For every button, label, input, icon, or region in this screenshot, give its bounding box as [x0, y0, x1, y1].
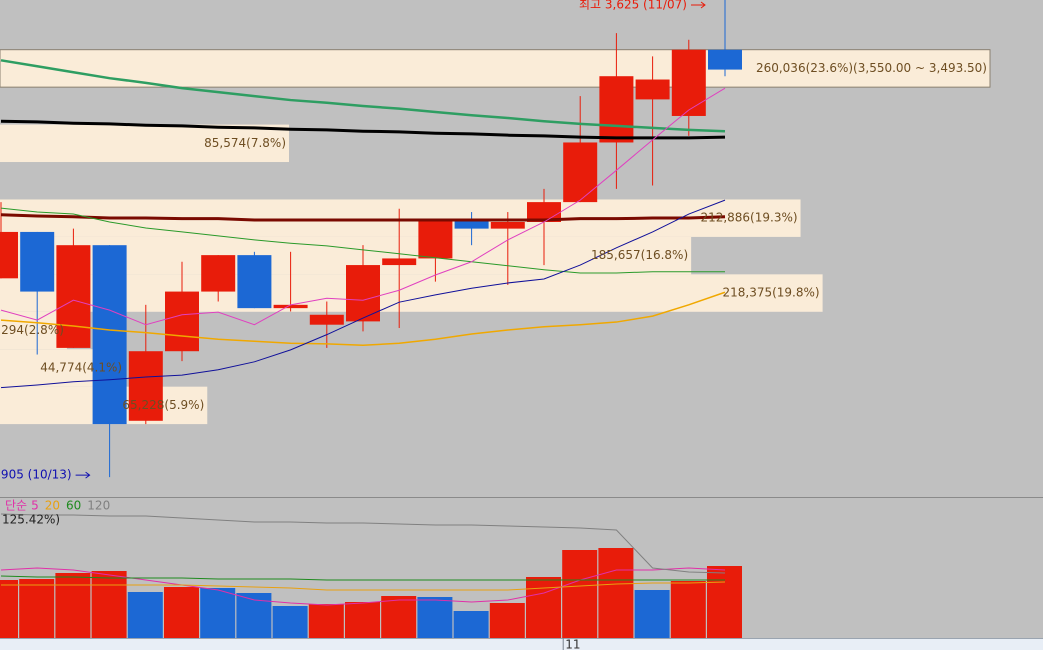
candle-body	[454, 218, 489, 229]
profile-band	[0, 311, 67, 350]
candle-body	[635, 79, 670, 100]
candles	[0, 0, 742, 478]
moving-average	[0, 207, 725, 274]
legend-entry: 20	[45, 499, 60, 513]
moving-average	[0, 199, 726, 389]
volume-bar	[598, 548, 634, 638]
candle-body	[20, 231, 55, 292]
moving-average	[0, 291, 726, 346]
volume-average	[0, 513, 726, 574]
candle-body	[201, 255, 236, 292]
candle-body	[563, 142, 598, 203]
volume-bar	[272, 606, 308, 638]
low-arrow	[75, 471, 91, 479]
volume-bar	[453, 611, 489, 638]
candle-body	[92, 245, 127, 425]
volume-bar	[634, 590, 670, 638]
legend-entry: 60	[66, 499, 81, 513]
profile-band	[0, 124, 290, 163]
candle-body	[382, 258, 417, 266]
candle-body	[56, 245, 91, 348]
volume-bar	[670, 581, 706, 638]
legend-entry: 120	[87, 499, 110, 513]
legend-entry: 5	[31, 499, 39, 513]
high-arrow	[691, 1, 706, 9]
volume-bar	[164, 587, 199, 638]
date-label: 11	[565, 638, 580, 650]
volume-pane: 단순 5 20 60 120 125.42%)	[0, 499, 742, 638]
candle-body	[490, 221, 525, 229]
volume-bar	[526, 577, 561, 638]
candle-body	[309, 314, 344, 325]
low-label: 2,905 (10/13)	[0, 468, 72, 482]
volume-bar	[707, 566, 742, 638]
profile-label: 85,574(7.8%)	[204, 136, 286, 150]
volume-bar	[381, 596, 417, 638]
volume-bar	[308, 604, 344, 638]
moving-averages	[0, 59, 726, 389]
candle-body	[165, 291, 199, 352]
candle-body	[128, 351, 163, 421]
high-label: 최고 3,625 (11/07)	[579, 0, 687, 12]
volume-average	[0, 575, 725, 581]
volume-bar	[345, 602, 380, 638]
legend-title: 단순	[5, 499, 27, 513]
profile-label: 260,036(23.6%)(3,550.00 ~ 3,493.50)	[756, 61, 987, 75]
candle-body	[671, 49, 706, 116]
candle-body	[708, 49, 742, 70]
profile-band	[0, 49, 991, 88]
ratio-label: 125.42%)	[2, 513, 60, 527]
moving-average	[0, 59, 726, 133]
volume-bar	[91, 571, 127, 638]
profile-labels: 260,036(23.6%)(3,550.00 ~ 3,493.50) 85,57…	[0, 0, 987, 482]
moving-average	[0, 213, 726, 222]
profile-label: 44,774(4.1%)	[40, 360, 122, 374]
moving-average	[0, 119, 726, 140]
profile-label: 218,375(19.8%)	[722, 286, 819, 300]
volume-bar	[19, 579, 55, 638]
profile-label: 185,657(16.8%)	[591, 248, 688, 262]
volume-bar	[55, 573, 91, 638]
candle-body	[237, 255, 272, 309]
volume-average	[1, 581, 726, 591]
moving-average	[0, 87, 726, 326]
date-axis: 11	[562, 638, 580, 650]
candle-body	[273, 304, 308, 309]
volume-bar	[127, 592, 163, 638]
volume-bar	[489, 603, 525, 638]
candle-body	[0, 231, 18, 279]
date-axis-strip	[0, 638, 1043, 650]
candle-body	[418, 218, 453, 259]
profile-label: 65,228(5.9%)	[122, 398, 204, 412]
volume-bar	[0, 580, 18, 638]
volume-bar	[562, 550, 598, 638]
profile-label: 30,294(2.8%)	[0, 323, 64, 337]
volume-bar	[417, 597, 453, 638]
candle-body	[599, 76, 634, 143]
profile-label: 212,886(19.3%)	[700, 211, 797, 225]
volume-average	[0, 567, 726, 606]
candle-body	[346, 265, 380, 322]
volume-bar	[200, 588, 236, 638]
